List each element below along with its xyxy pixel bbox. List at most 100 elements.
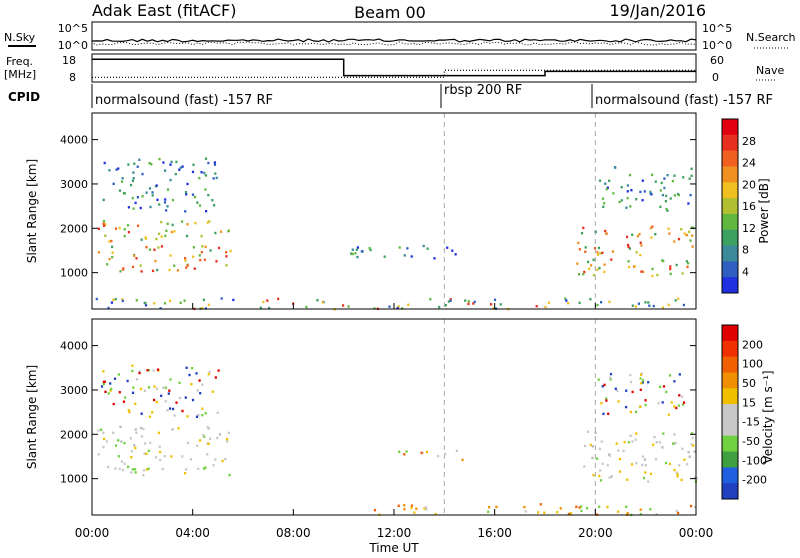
range-gate-cell — [609, 376, 612, 379]
range-gate-cell — [661, 401, 664, 404]
range-gate-cell — [142, 474, 145, 477]
range-gate-cell — [405, 450, 408, 453]
range-gate-cell — [616, 389, 619, 392]
range-gate-cell — [584, 246, 587, 249]
velocity-panel: Slant Range [km] 1000 2000 3000 4000 -200 -1… — [25, 303, 775, 555]
range-gate-cell — [141, 195, 144, 198]
range-gate-cell — [627, 245, 630, 249]
range-gate-cell — [662, 385, 666, 388]
range-gate-cell — [424, 506, 427, 509]
range-gate-cell — [582, 226, 585, 230]
range-gate-cell — [643, 458, 646, 461]
range-gate-cell — [640, 270, 643, 273]
range-gate-cell — [629, 373, 632, 377]
range-gate-cell — [199, 392, 202, 395]
range-gate-cell — [629, 434, 632, 437]
range-gate-cell — [215, 176, 218, 180]
range-gate-cell — [127, 206, 130, 209]
range-gate-cell — [690, 174, 693, 177]
range-gate-cell — [160, 220, 163, 224]
range-gate-cell — [225, 264, 228, 267]
range-gate-cell — [178, 396, 181, 400]
range-gate-cell — [206, 453, 209, 456]
range-gate-cell — [188, 373, 191, 377]
range-gate-cell — [176, 269, 179, 272]
range-gate-cell — [121, 298, 124, 301]
range-gate-cell — [580, 505, 583, 508]
range-gate-cell — [543, 511, 546, 514]
range-gate-cell — [184, 257, 187, 260]
range-gate-cell — [134, 471, 137, 474]
range-gate-cell — [625, 405, 628, 409]
range-gate-cell — [120, 440, 123, 443]
range-gate-cell — [123, 441, 126, 445]
range-gate-cell — [213, 163, 217, 166]
range-gate-cell — [691, 226, 694, 229]
range-gate-cell — [214, 172, 217, 175]
range-gate-cell — [144, 237, 148, 240]
range-gate-cell — [369, 248, 372, 252]
range-gate-cell — [596, 251, 599, 254]
range-gate-cell — [467, 300, 470, 303]
range-gate-cell — [639, 241, 642, 244]
range-gate-cell — [673, 194, 676, 197]
range-gate-cell — [132, 207, 135, 210]
range-gate-cell — [594, 431, 597, 434]
range-gate-cell — [681, 395, 684, 399]
range-gate-cell — [360, 250, 363, 253]
range-gate-cell — [196, 201, 199, 204]
range-gate-cell — [661, 306, 664, 309]
range-gate-cell — [403, 508, 406, 511]
range-gate-cell — [678, 394, 681, 397]
range-gate-cell — [625, 505, 628, 508]
range-gate-cell — [631, 233, 634, 236]
range-gate-cell — [162, 161, 165, 164]
range-gate-cell — [112, 431, 115, 434]
range-gate-cell — [262, 300, 265, 304]
range-gate-cell — [192, 163, 195, 166]
range-gate-cell — [639, 373, 643, 376]
range-gate-cell — [666, 174, 669, 177]
range-gate-cell — [695, 477, 699, 480]
range-gate-cell — [650, 236, 653, 239]
range-gate-cell — [169, 163, 172, 166]
range-gate-cell — [692, 444, 695, 447]
range-gate-cell — [173, 230, 176, 233]
cpid-label: CPID — [8, 90, 40, 104]
range-gate-cell — [434, 512, 437, 516]
range-gate-cell — [160, 235, 163, 238]
range-gate-cell — [673, 174, 676, 177]
range-gate-cell — [665, 390, 668, 394]
colorbar-segment — [722, 261, 738, 278]
range-gate-cell — [668, 374, 672, 377]
range-gate-cell — [629, 410, 632, 414]
range-gate-cell — [603, 383, 606, 387]
range-gate-cell — [153, 398, 156, 402]
range-gate-cell — [690, 504, 693, 508]
freq-unit-label: [MHz] — [4, 68, 36, 81]
range-gate-cell — [672, 442, 675, 445]
range-gate-cell — [603, 270, 606, 274]
noise-tick-left-top: 10^5 — [58, 22, 88, 35]
range-gate-cell — [131, 369, 134, 373]
range-gate-cell — [140, 238, 143, 241]
range-gate-cell — [626, 235, 629, 239]
range-gate-cell — [108, 240, 111, 243]
range-gate-cell — [673, 433, 676, 436]
x-tick-label: 00:00 — [75, 526, 110, 540]
range-gate-cell — [422, 244, 425, 248]
range-gate-cell — [207, 161, 210, 165]
range-gate-cell — [689, 239, 692, 242]
range-gate-cell — [148, 248, 152, 251]
range-gate-cell — [627, 260, 630, 263]
range-gate-cell — [139, 426, 143, 430]
range-gate-cell — [166, 188, 170, 191]
range-gate-cell — [183, 299, 186, 302]
range-gate-cell — [130, 471, 133, 474]
range-gate-cell — [202, 467, 206, 470]
colorbar-segment — [722, 388, 738, 405]
colorbar-segment — [722, 150, 738, 167]
range-gate-cell — [604, 229, 607, 233]
range-gate-cell — [608, 179, 611, 182]
